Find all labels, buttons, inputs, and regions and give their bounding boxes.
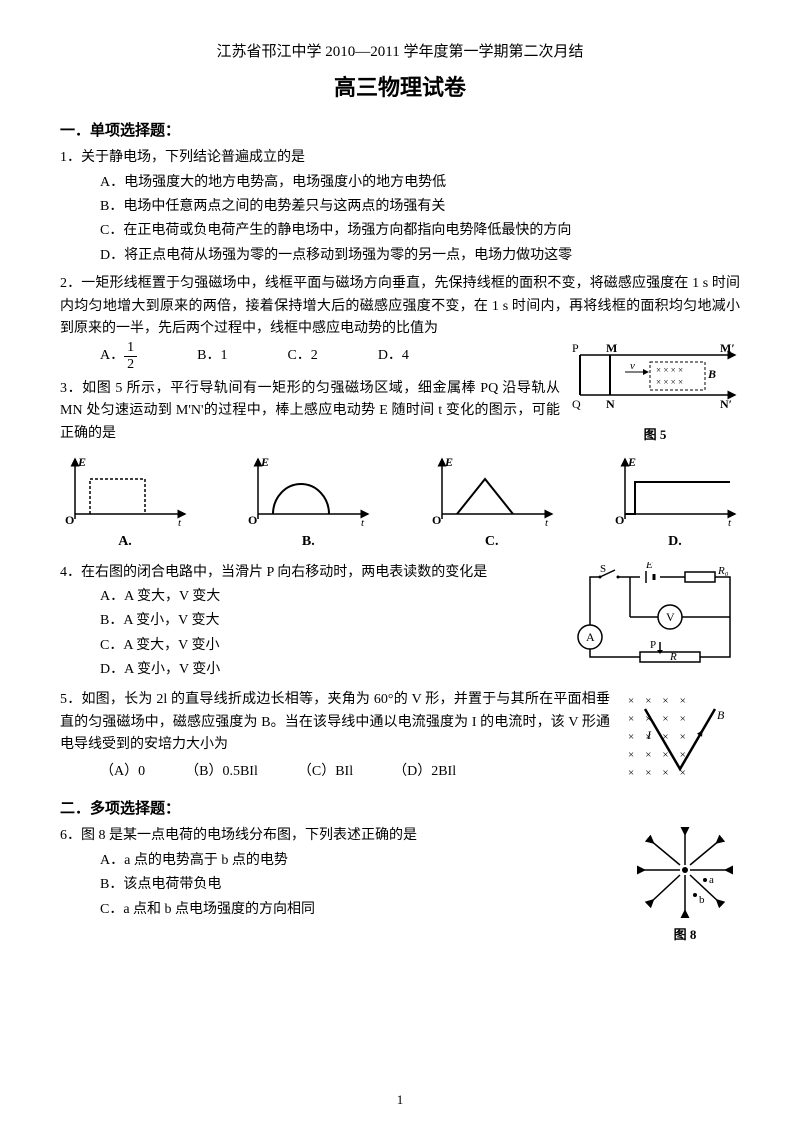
q6-option-b: B．该点电荷带负电 <box>100 874 620 896</box>
header-line2: 高三物理试卷 <box>60 70 740 105</box>
svg-text:a: a <box>709 874 714 886</box>
svg-text:N: N <box>606 397 615 411</box>
figure-8: a b 图 8 <box>630 825 740 946</box>
q3-stem: 3．如图 5 所示，平行导轨间有一矩形的匀强磁场区域，细金属棒 PQ 沿导轨从 … <box>60 378 560 445</box>
svg-text:P: P <box>572 341 579 355</box>
svg-text:× × × ×: × × × × <box>628 749 686 761</box>
fig5-label: 图 5 <box>570 425 740 446</box>
q5-option-b: （B）0.5BIl <box>185 761 258 783</box>
svg-text:× × × ×: × × × × <box>628 767 686 779</box>
svg-text:t: t <box>361 517 365 529</box>
q1-option-b: B．电场中任意两点之间的电势差只与这两点的场强有关 <box>100 196 740 218</box>
figure-5: × × × × × × × × P M M′ Q N N′ v B 图 5 <box>570 340 740 446</box>
question-4: 4．在右图的闭合电路中，当滑片 P 向右移动时，两电表读数的变化是 A．A 变大… <box>60 562 740 684</box>
svg-text:R: R <box>669 651 677 663</box>
question-5: 5．如图，长为 2l 的直导线折成边长相等，夹角为 60°的 V 形，并置于与其… <box>60 689 740 789</box>
q5-stem: 5．如图，长为 2l 的直导线折成边长相等，夹角为 60°的 V 形，并置于与其… <box>60 689 610 756</box>
svg-text:S: S <box>600 563 606 575</box>
svg-text:N′: N′ <box>720 397 732 411</box>
q2-option-b: B．1 <box>197 345 227 367</box>
svg-text:E: E <box>645 562 653 571</box>
svg-text:O: O <box>248 513 257 527</box>
q2-option-d: D．4 <box>378 345 409 367</box>
section2-title: 二．多项选择题： <box>60 797 740 821</box>
svg-text:E: E <box>627 455 636 469</box>
svg-text:E: E <box>77 455 86 469</box>
svg-text:P: P <box>650 639 656 651</box>
svg-text:O: O <box>615 513 624 527</box>
q4-option-d: D．A 变小，V 变小 <box>100 659 560 681</box>
svg-text:× × × ×: × × × × <box>656 377 683 387</box>
svg-text:B: B <box>707 367 716 381</box>
q4-option-a: A．A 变大，V 变大 <box>100 586 560 608</box>
figure-circuit: V A S E R₀ P R <box>570 562 740 672</box>
q1-option-c: C．在正电荷或负电荷产生的静电场中，场强方向都指向电势降低最快的方向 <box>100 220 740 242</box>
q6-stem: 6．图 8 是某一点电荷的电场线分布图，下列表述正确的是 <box>60 825 620 847</box>
q3-graphs-row: E O t A. E O t B. E O t C. <box>60 454 740 553</box>
svg-text:t: t <box>545 517 549 529</box>
svg-text:B: B <box>717 708 725 722</box>
svg-text:t: t <box>728 517 732 529</box>
fig8-label: 图 8 <box>630 925 740 946</box>
question-1: 1．关于静电场，下列结论普遍成立的是 A．电场强度大的地方电势高，电场强度小的地… <box>60 147 740 267</box>
q5-option-a: （A）0 <box>100 761 145 783</box>
svg-text:E: E <box>444 455 453 469</box>
svg-text:Q: Q <box>572 397 581 411</box>
svg-text:E: E <box>260 455 269 469</box>
svg-text:b: b <box>699 894 705 906</box>
svg-text:M: M <box>606 341 617 355</box>
svg-text:M′: M′ <box>720 341 735 355</box>
svg-text:A: A <box>586 630 595 644</box>
q2-stem: 2．一矩形线框置于匀强磁场中，线框平面与磁场方向垂直，先保持线框的面积不变，将磁… <box>60 273 740 340</box>
q3-graph-d: E O t D. <box>610 454 740 553</box>
q1-stem: 1．关于静电场，下列结论普遍成立的是 <box>60 147 740 169</box>
svg-text:v: v <box>630 360 635 372</box>
svg-text:× × × ×: × × × × <box>628 731 686 743</box>
question-2: 2．一矩形线框置于匀强磁场中，线框平面与磁场方向垂直，先保持线框的面积不变，将磁… <box>60 273 740 446</box>
svg-text:t: t <box>178 517 182 529</box>
q1-option-d: D．将正点电荷从场强为零的一点移动到场强为零的另一点，电场力做功这零 <box>100 245 740 267</box>
q2-option-c: C．2 <box>287 345 317 367</box>
q6-option-a: A．a 点的电势高于 b 点的电势 <box>100 850 620 872</box>
svg-text:× × × ×: × × × × <box>656 365 683 375</box>
svg-text:V: V <box>666 610 675 624</box>
q3-graph-c: E O t C. <box>427 454 557 553</box>
svg-text:× × × ×: × × × × <box>628 695 686 707</box>
svg-text:× × × ×: × × × × <box>628 713 686 725</box>
svg-text:O: O <box>65 513 74 527</box>
section1-title: 一．单项选择题： <box>60 119 740 143</box>
header-line1: 江苏省邗江中学 2010—2011 学年度第一学期第二次月结 <box>60 40 740 64</box>
q3-graph-a: E O t A. <box>60 454 190 553</box>
question-6: 6．图 8 是某一点电荷的电场线分布图，下列表述正确的是 A．a 点的电势高于 … <box>60 825 740 946</box>
q5-option-d: （D）2BIl <box>393 761 456 783</box>
q5-option-c: （C）BIl <box>298 761 353 783</box>
svg-text:R₀: R₀ <box>717 565 729 577</box>
q2-option-a: A．12 <box>100 340 137 372</box>
q4-stem: 4．在右图的闭合电路中，当滑片 P 向右移动时，两电表读数的变化是 <box>60 562 560 584</box>
figure-v-wire: × × × × × × × × × × × × × × × × × × × × … <box>620 689 740 789</box>
q6-option-c: C．a 点和 b 点电场强度的方向相同 <box>100 899 620 921</box>
q4-option-b: B．A 变小，V 变大 <box>100 610 560 632</box>
q3-graph-b: E O t B. <box>243 454 373 553</box>
svg-text:O: O <box>432 513 441 527</box>
q1-option-a: A．电场强度大的地方电势高，电场强度小的地方电势低 <box>100 172 740 194</box>
q4-option-c: C．A 变大，V 变小 <box>100 635 560 657</box>
page-number: 1 <box>0 1090 800 1111</box>
